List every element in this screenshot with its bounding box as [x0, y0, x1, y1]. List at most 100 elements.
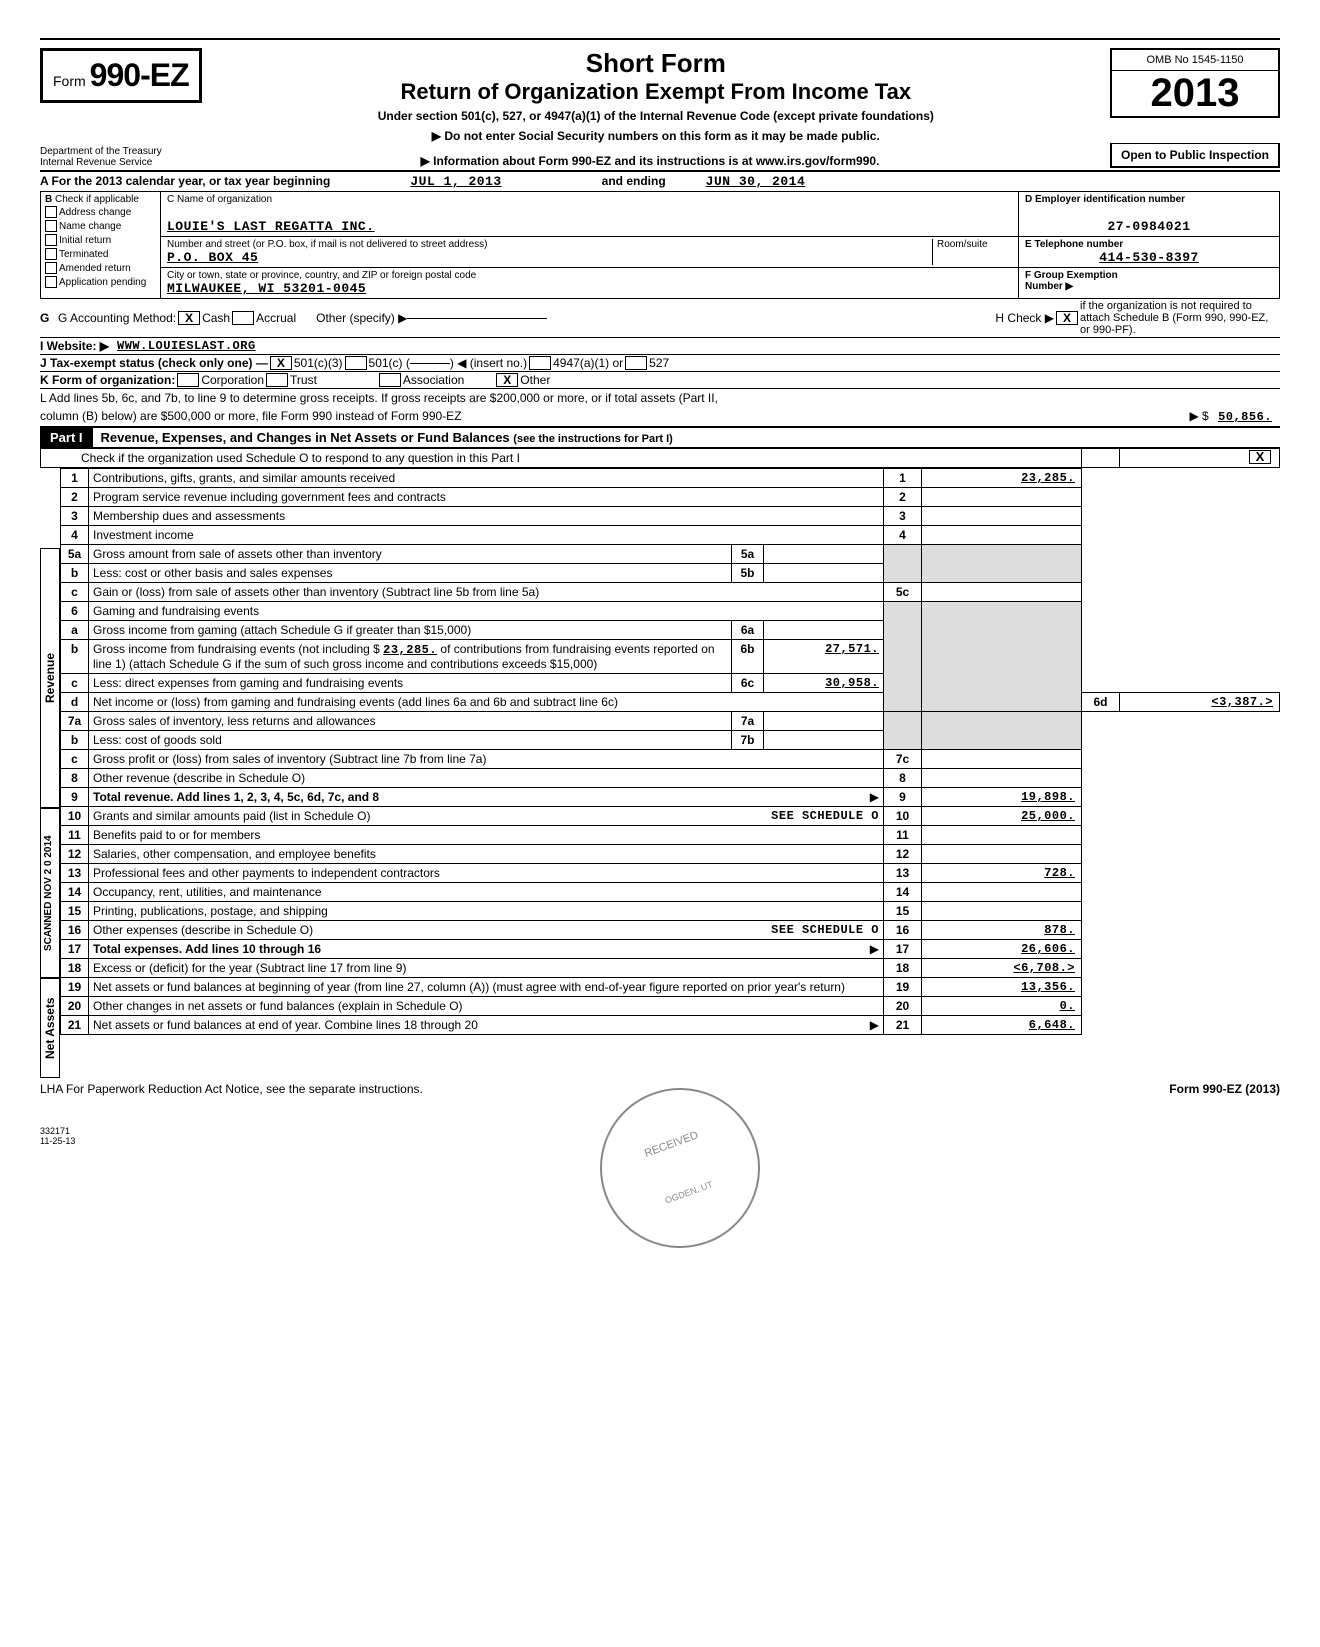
stamp-ogden: OGDEN, UT	[664, 1179, 714, 1206]
l-text1: L Add lines 5b, 6c, and 7b, to line 9 to…	[40, 391, 1280, 405]
r6c-n: c	[61, 674, 89, 693]
f-sub: Number ▶	[1025, 281, 1273, 292]
r5a-sub: 5a	[732, 545, 764, 564]
r7c-n: c	[61, 750, 89, 769]
lbl-accrual: Accrual	[256, 311, 296, 325]
r6b-val: 23,285.	[383, 643, 437, 657]
lbl-initial: Initial return	[59, 235, 111, 246]
form-number: 990-EZ	[90, 57, 189, 94]
h-text: if the organization is not required to a…	[1080, 300, 1280, 336]
dept2: Internal Revenue Service	[40, 157, 190, 168]
r20-d: Other changes in net assets or fund bala…	[89, 997, 884, 1016]
cb-527[interactable]	[625, 356, 647, 370]
r6-n: 6	[61, 602, 89, 621]
r5a-d: Gross amount from sale of assets other t…	[89, 545, 732, 564]
sub2: ▶ Do not enter Social Security numbers o…	[212, 129, 1100, 143]
r16-n: 16	[61, 921, 89, 940]
r21-d: Net assets or fund balances at end of ye…	[89, 1016, 884, 1035]
cb-4947[interactable]	[529, 356, 551, 370]
lbl-terminated: Terminated	[59, 249, 108, 260]
r8-d: Other revenue (describe in Schedule O)	[89, 769, 884, 788]
cb-terminated[interactable]	[45, 248, 57, 260]
r12-d: Salaries, other compensation, and employ…	[89, 845, 884, 864]
r6a-sub: 6a	[732, 621, 764, 640]
r14-amt	[922, 883, 1082, 902]
r9-d: Total revenue. Add lines 1, 2, 3, 4, 5c,…	[89, 788, 884, 807]
website: WWW.LOUIESLAST.ORG	[117, 339, 256, 353]
r6b-d1: Gross income from fundraising events (no…	[93, 642, 380, 656]
cb-h[interactable]: X	[1056, 311, 1078, 325]
r8-box: 8	[884, 769, 922, 788]
side-netassets: Net Assets	[40, 978, 60, 1078]
lbl-insert: ) ◀ (insert no.)	[450, 356, 527, 370]
f-label: F Group Exemption	[1025, 270, 1273, 281]
cb-address[interactable]	[45, 206, 57, 218]
cb-cash[interactable]: X	[178, 311, 200, 325]
room-label: Room/suite	[937, 239, 1012, 250]
r18-d: Excess or (deficit) for the year (Subtra…	[89, 959, 884, 978]
cb-corp[interactable]	[177, 373, 199, 387]
cb-scho[interactable]: X	[1249, 450, 1271, 464]
r10-note: SEE SCHEDULE O	[771, 809, 879, 823]
r7a-subamt	[764, 712, 884, 731]
r7a-n: 7a	[61, 712, 89, 731]
r9-box: 9	[884, 788, 922, 807]
footer-lha: LHA For Paperwork Reduction Act Notice, …	[40, 1082, 423, 1096]
lbl-trust: Trust	[290, 373, 317, 387]
b-header: B	[45, 194, 52, 205]
line-a-label: A For the 2013 calendar year, or tax yea…	[40, 174, 330, 189]
city: MILWAUKEE, WI 53201-0045	[167, 281, 1012, 296]
ein-label: D Employer identification number	[1025, 194, 1273, 205]
cb-name[interactable]	[45, 220, 57, 232]
r6a-n: a	[61, 621, 89, 640]
cb-trust[interactable]	[266, 373, 288, 387]
main-title: Return of Organization Exempt From Incom…	[212, 79, 1100, 105]
r5c-n: c	[61, 583, 89, 602]
cb-other-org[interactable]: X	[496, 373, 518, 387]
cb-initial[interactable]	[45, 234, 57, 246]
cb-501c[interactable]	[345, 356, 367, 370]
r7b-d: Less: cost of goods sold	[89, 731, 732, 750]
part1-title: Revenue, Expenses, and Changes in Net As…	[101, 430, 510, 445]
k-label: K Form of organization:	[40, 373, 175, 387]
r7c-box: 7c	[884, 750, 922, 769]
r17-n: 17	[61, 940, 89, 959]
r21-n: 21	[61, 1016, 89, 1035]
r20-box: 20	[884, 997, 922, 1016]
lbl-other-org: Other	[520, 373, 550, 387]
side-revenue: Revenue	[40, 548, 60, 808]
lbl-cash: Cash	[202, 311, 230, 325]
r3-n: 3	[61, 507, 89, 526]
r7c-d: Gross profit or (loss) from sales of inv…	[89, 750, 884, 769]
r7c-amt	[922, 750, 1082, 769]
cb-pending[interactable]	[45, 276, 57, 288]
r13-amt: 728.	[922, 864, 1082, 883]
g-label: G	[40, 311, 58, 325]
r2-box: 2	[884, 488, 922, 507]
r11-amt	[922, 826, 1082, 845]
cb-assoc[interactable]	[379, 373, 401, 387]
ein: 27-0984021	[1025, 219, 1273, 234]
city-label: City or town, state or province, country…	[167, 270, 1012, 281]
r10-dt: Grants and similar amounts paid (list in…	[93, 809, 370, 823]
r19-amt: 13,356.	[922, 978, 1082, 997]
cb-accrual[interactable]	[232, 311, 254, 325]
r17-dt: Total expenses. Add lines 10 through 16	[93, 942, 321, 956]
r5a-n: 5a	[61, 545, 89, 564]
l-text2: column (B) below) are $500,000 or more, …	[40, 409, 462, 424]
cb-amended[interactable]	[45, 262, 57, 274]
r20-n: 20	[61, 997, 89, 1016]
l-arrow: ▶ $	[1189, 409, 1208, 423]
r15-d: Printing, publications, postage, and shi…	[89, 902, 884, 921]
r2-n: 2	[61, 488, 89, 507]
r16-amt: 878.	[922, 921, 1082, 940]
title-block: Short Form Return of Organization Exempt…	[212, 48, 1100, 143]
r1-box: 1	[884, 469, 922, 488]
r5b-d: Less: cost or other basis and sales expe…	[89, 564, 732, 583]
footer-form: Form 990-EZ (2013)	[1169, 1082, 1280, 1096]
r4-d: Investment income	[89, 526, 884, 545]
open-public: Open to Public Inspection	[1112, 143, 1278, 166]
cb-501c3[interactable]: X	[270, 356, 292, 370]
r10-amt: 25,000.	[922, 807, 1082, 826]
tax-year-end: JUN 30, 2014	[706, 174, 806, 189]
